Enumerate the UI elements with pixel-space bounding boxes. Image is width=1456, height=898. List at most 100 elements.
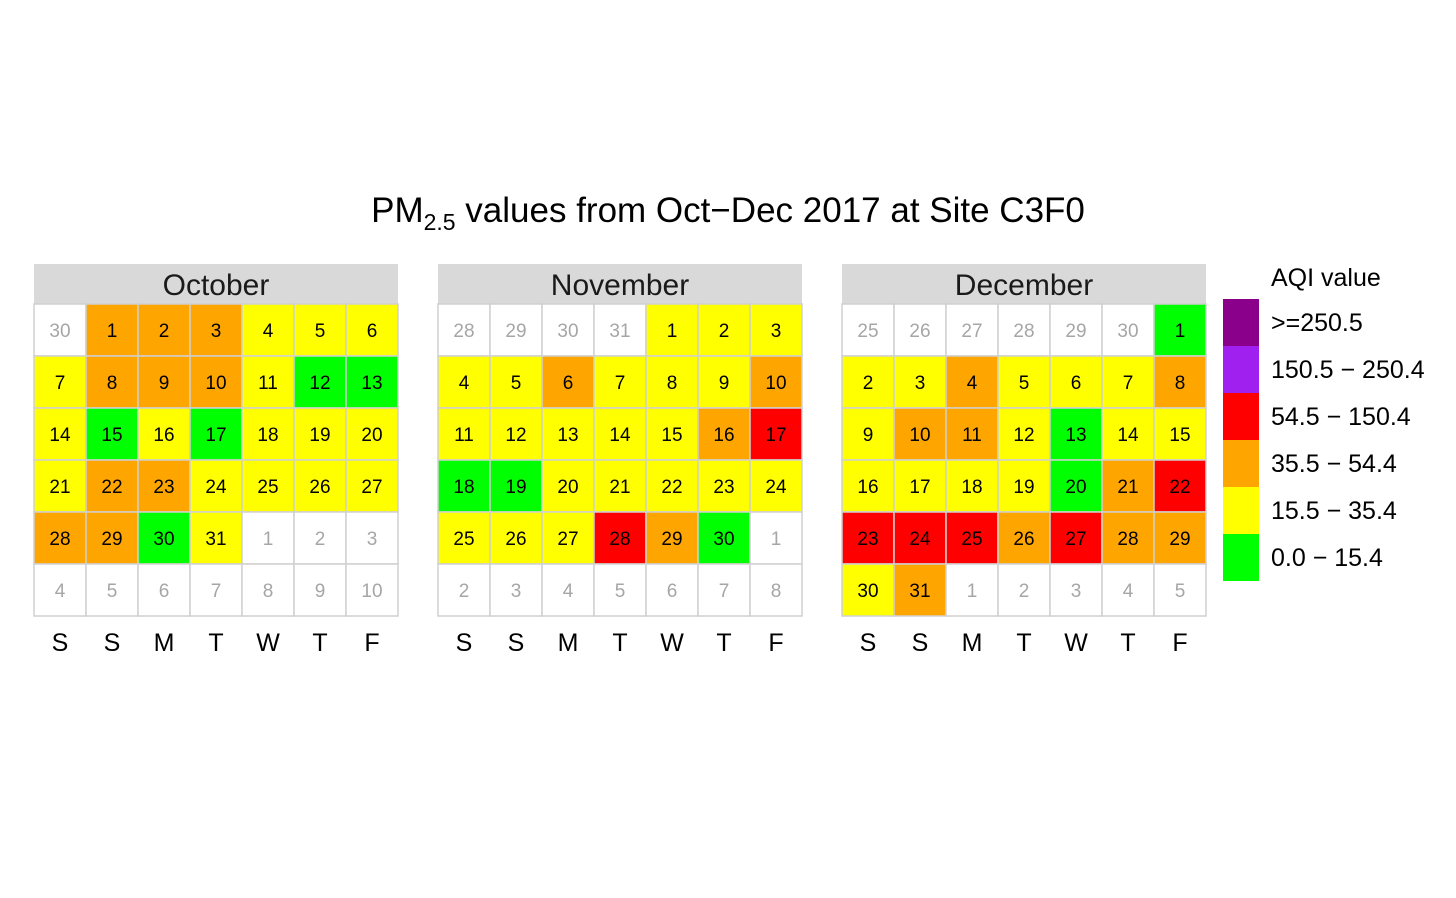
day-cell xyxy=(241,511,295,565)
day-number: 20 xyxy=(1065,477,1086,498)
day-number: 18 xyxy=(257,425,278,446)
day-number: 7 xyxy=(719,581,730,602)
day-cell xyxy=(749,407,803,461)
day-cell xyxy=(241,355,295,409)
legend-label: 150.5 − 250.4 xyxy=(1271,356,1425,384)
day-cell xyxy=(645,303,699,357)
day-number: 14 xyxy=(49,425,71,446)
day-number: 30 xyxy=(49,321,70,342)
day-cell xyxy=(593,563,647,617)
day-number: 8 xyxy=(263,581,274,602)
day-number: 4 xyxy=(263,321,274,342)
day-cell xyxy=(33,303,87,357)
day-cell xyxy=(33,563,87,617)
day-number: 1 xyxy=(967,581,978,602)
day-cell xyxy=(997,303,1051,357)
day-cell xyxy=(137,511,191,565)
day-number: 19 xyxy=(309,425,330,446)
day-number: 11 xyxy=(258,373,278,394)
legend-swatch xyxy=(1223,440,1259,487)
day-number: 3 xyxy=(511,581,522,602)
day-cell xyxy=(593,511,647,565)
title-suffix: values from Oct−Dec 2017 at Site C3F0 xyxy=(455,191,1085,230)
day-number: 20 xyxy=(557,477,578,498)
day-cell xyxy=(345,511,399,565)
day-number: 2 xyxy=(719,321,730,342)
day-number: 4 xyxy=(563,581,574,602)
day-cell xyxy=(293,407,347,461)
chart-title: PM2.5 values from Oct−Dec 2017 at Site C… xyxy=(0,186,1456,236)
legend-label: 54.5 − 150.4 xyxy=(1271,403,1411,431)
day-number: 27 xyxy=(557,529,578,550)
day-cell xyxy=(997,511,1051,565)
weekday-label: T xyxy=(612,629,627,657)
day-number: 4 xyxy=(55,581,66,602)
day-cell xyxy=(645,563,699,617)
day-cell xyxy=(841,355,895,409)
weekday-label: F xyxy=(768,629,783,657)
day-cell xyxy=(1049,407,1103,461)
day-cell xyxy=(489,407,543,461)
day-number: 8 xyxy=(107,373,118,394)
day-cell xyxy=(189,459,243,513)
day-number: 7 xyxy=(1123,373,1134,394)
day-number: 22 xyxy=(1169,477,1190,498)
month-strip-november xyxy=(438,264,802,304)
day-number: 28 xyxy=(609,529,630,550)
day-cell xyxy=(893,407,947,461)
day-number: 16 xyxy=(857,477,878,498)
day-number: 10 xyxy=(361,581,382,602)
day-number: 21 xyxy=(1117,477,1138,498)
weekday-label: T xyxy=(1016,629,1031,657)
day-number: 19 xyxy=(1013,477,1034,498)
month-strip-october xyxy=(34,264,398,304)
day-number: 8 xyxy=(667,373,678,394)
day-cell xyxy=(1153,355,1207,409)
legend-swatch xyxy=(1223,346,1259,393)
day-cell xyxy=(893,355,947,409)
day-number: 10 xyxy=(205,373,226,394)
day-cell xyxy=(189,407,243,461)
day-cell xyxy=(1153,511,1207,565)
day-cell xyxy=(345,407,399,461)
day-cell xyxy=(489,355,543,409)
day-number: 24 xyxy=(765,477,787,498)
day-cell xyxy=(1153,303,1207,357)
day-number: 15 xyxy=(661,425,682,446)
day-cell xyxy=(1101,459,1155,513)
weekday-label: S xyxy=(912,629,929,657)
day-number: 22 xyxy=(661,477,682,498)
day-cell xyxy=(997,563,1051,617)
day-cell xyxy=(137,459,191,513)
day-number: 25 xyxy=(857,321,878,342)
day-cell xyxy=(489,563,543,617)
weekday-label: S xyxy=(860,629,877,657)
weekday-label: W xyxy=(256,629,280,657)
month-label-october: October xyxy=(163,269,270,302)
weekday-label: T xyxy=(208,629,223,657)
day-number: 19 xyxy=(505,477,526,498)
weekday-label: M xyxy=(154,629,175,657)
day-number: 23 xyxy=(713,477,734,498)
legend-label: >=250.5 xyxy=(1271,309,1363,337)
day-number: 9 xyxy=(315,581,326,602)
day-number: 11 xyxy=(962,425,982,446)
day-number: 24 xyxy=(909,529,931,550)
day-number: 9 xyxy=(863,425,874,446)
day-number: 26 xyxy=(309,477,330,498)
day-cell xyxy=(437,303,491,357)
day-number: 21 xyxy=(49,477,70,498)
day-cell xyxy=(945,407,999,461)
day-cell xyxy=(437,459,491,513)
day-number: 28 xyxy=(49,529,70,550)
day-number: 5 xyxy=(107,581,118,602)
day-number: 2 xyxy=(315,529,326,550)
day-number: 29 xyxy=(1169,529,1190,550)
day-number: 2 xyxy=(459,581,470,602)
day-number: 1 xyxy=(263,529,274,550)
weekday-label: T xyxy=(1120,629,1135,657)
day-cell xyxy=(1049,355,1103,409)
day-number: 2 xyxy=(863,373,874,394)
day-number: 10 xyxy=(909,425,930,446)
day-cell xyxy=(293,355,347,409)
